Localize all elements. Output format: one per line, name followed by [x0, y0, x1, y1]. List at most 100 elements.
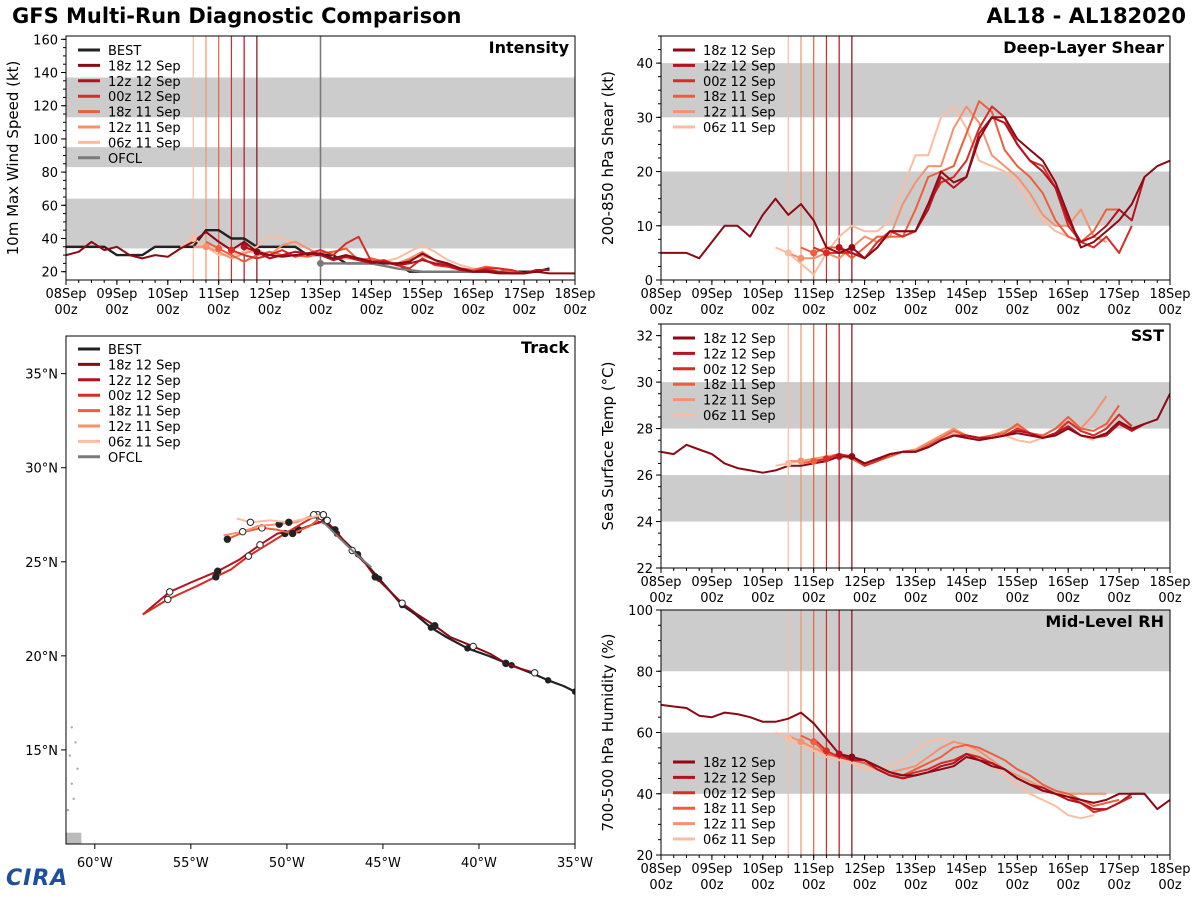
track-legend-label: BEST: [108, 343, 141, 358]
track-legend-label: OFCL: [108, 451, 143, 466]
intensity-xtick-label: 00z: [360, 303, 384, 318]
intensity-xtick-label: 09Sep: [96, 287, 137, 302]
rh-legend-label: 12z 11 Sep: [703, 818, 776, 833]
intensity-xtick-label: 00z: [309, 303, 333, 318]
track-legend-label: 18z 12 Sep: [108, 358, 181, 373]
track-legend-label: 06z 11 Sep: [108, 435, 181, 450]
sst-xtick-label: 15Sep: [997, 575, 1038, 590]
shear-ytick-label: 30: [636, 111, 653, 126]
track-series-point: [164, 595, 172, 604]
shear-band-1: [661, 63, 1170, 118]
island-6: [66, 808, 70, 812]
intensity-series-line: [218, 235, 538, 275]
sst-legend-label: 12z 12 Sep: [703, 347, 776, 362]
shear-xtick-label: 16Sep: [1048, 287, 1089, 302]
intensity-legend-label: 12z 11 Sep: [108, 121, 181, 136]
track-series-point: [319, 511, 328, 519]
track-xtick-label: 40°W: [461, 856, 497, 871]
intensity-legend-label: 18z 11 Sep: [108, 106, 181, 121]
rh-plot-area: [661, 610, 1170, 855]
shear-ylabel: 200-850 hPa Shear (kt): [599, 71, 617, 245]
sst-xtick-label: 00z: [700, 591, 724, 606]
intensity-ytick-label: 80: [41, 166, 58, 181]
intensity-init-marker: [215, 244, 223, 252]
shear-init-marker: [822, 249, 830, 257]
shear-xtick-label: 12Sep: [844, 287, 885, 302]
shear-xtick-label: 00z: [1006, 303, 1030, 318]
shear-init-marker: [797, 254, 805, 262]
shear-series-line: [787, 105, 1107, 260]
rh-ytick-label: 40: [636, 788, 653, 803]
track-series-line: [319, 517, 535, 674]
shear-xtick-label: 08Sep: [640, 287, 681, 302]
intensity-xtick-label: 14Sep: [351, 287, 392, 302]
track-series-point: [431, 622, 439, 630]
sst-series-line: [800, 404, 1120, 467]
sst-xtick-label: 09Sep: [691, 575, 732, 590]
track-series-point: [285, 518, 293, 526]
sst-init-marker: [835, 452, 843, 460]
rh-xtick-label: 00z: [853, 878, 877, 893]
rh-legend-label: 18z 11 Sep: [703, 802, 776, 817]
cira-logo: CIRA: [6, 866, 69, 891]
intensity-series-line: [243, 245, 550, 275]
shear-xtick-label: 00z: [751, 303, 775, 318]
sst-plot-area: [661, 324, 1170, 568]
track-best-point: [544, 677, 552, 684]
sst-ytick-label: 26: [636, 469, 653, 484]
track-series-point: [166, 588, 174, 596]
track-best-point: [464, 645, 471, 652]
sst-band-0: [661, 475, 1170, 522]
intensity-xtick-label: 00z: [462, 303, 486, 318]
track-series-point: [288, 529, 297, 538]
rh-xtick-label: 00z: [1158, 878, 1182, 893]
rh-legend-label: 00z 12 Sep: [703, 787, 776, 802]
rh-title: Mid-Level RH: [1045, 612, 1164, 631]
rh-panel: Mid-Level RH2040608010008Sep00z09Sep00z1…: [599, 604, 1191, 893]
intensity-xtick-label: 11Sep: [198, 287, 239, 302]
rh-legend-label: 12z 12 Sep: [703, 771, 776, 786]
intensity-init-marker: [189, 235, 197, 243]
sst-ytick-label: 30: [636, 376, 653, 391]
sst-xtick-label: 00z: [1057, 591, 1081, 606]
sst-xtick-label: 12Sep: [844, 575, 885, 590]
track-series-point: [223, 535, 232, 543]
shear-xtick-label: 17Sep: [1099, 287, 1140, 302]
rh-ytick-label: 100: [628, 604, 653, 619]
sst-xtick-label: 17Sep: [1099, 575, 1140, 590]
intensity-ytick-label: 20: [41, 266, 58, 281]
rh-xtick-label: 08Sep: [640, 862, 681, 877]
sst-xtick-label: 00z: [802, 591, 826, 606]
track-series-point: [212, 573, 220, 581]
shear-legend-label: 00z 12 Sep: [703, 75, 776, 90]
rh-xtick-label: 14Sep: [946, 862, 987, 877]
intensity-legend-label: OFCL: [108, 152, 143, 167]
track-panel: Track 15°N 20°N 25°N 30°N 35°N 60°W 55°W 50°W 45°…: [25, 335, 593, 871]
rh-xtick-label: 12Sep: [844, 862, 885, 877]
track-legend-label: 00z 12 Sep: [108, 389, 181, 404]
sst-ylabel: Sea Surface Temp (°C): [599, 361, 617, 530]
rh-xtick-label: 00z: [955, 878, 979, 893]
track-legend-label: 18z 11 Sep: [108, 405, 181, 420]
rh-xtick-label: 00z: [700, 878, 724, 893]
track-series-point: [323, 516, 331, 525]
sst-xtick-label: 00z: [649, 591, 673, 606]
track-series-point: [239, 527, 247, 536]
sst-init-marker: [822, 455, 830, 463]
shear-xtick-label: 11Sep: [793, 287, 834, 302]
sst-xtick-label: 13Sep: [895, 575, 936, 590]
sst-legend-label: 18z 11 Sep: [703, 378, 776, 393]
sst-init-marker: [848, 452, 856, 460]
track-ytick-label: 30°N: [25, 462, 58, 477]
sst-xtick-label: 18Sep: [1149, 575, 1190, 590]
shear-ytick-label: 10: [636, 220, 653, 235]
shear-series-line: [800, 100, 1120, 260]
island-0: [70, 726, 73, 729]
track-series-point: [502, 659, 510, 668]
shear-xtick-label: 09Sep: [691, 287, 732, 302]
rh-xtick-label: 09Sep: [691, 862, 732, 877]
track-legend-label: 12z 11 Sep: [108, 420, 181, 435]
